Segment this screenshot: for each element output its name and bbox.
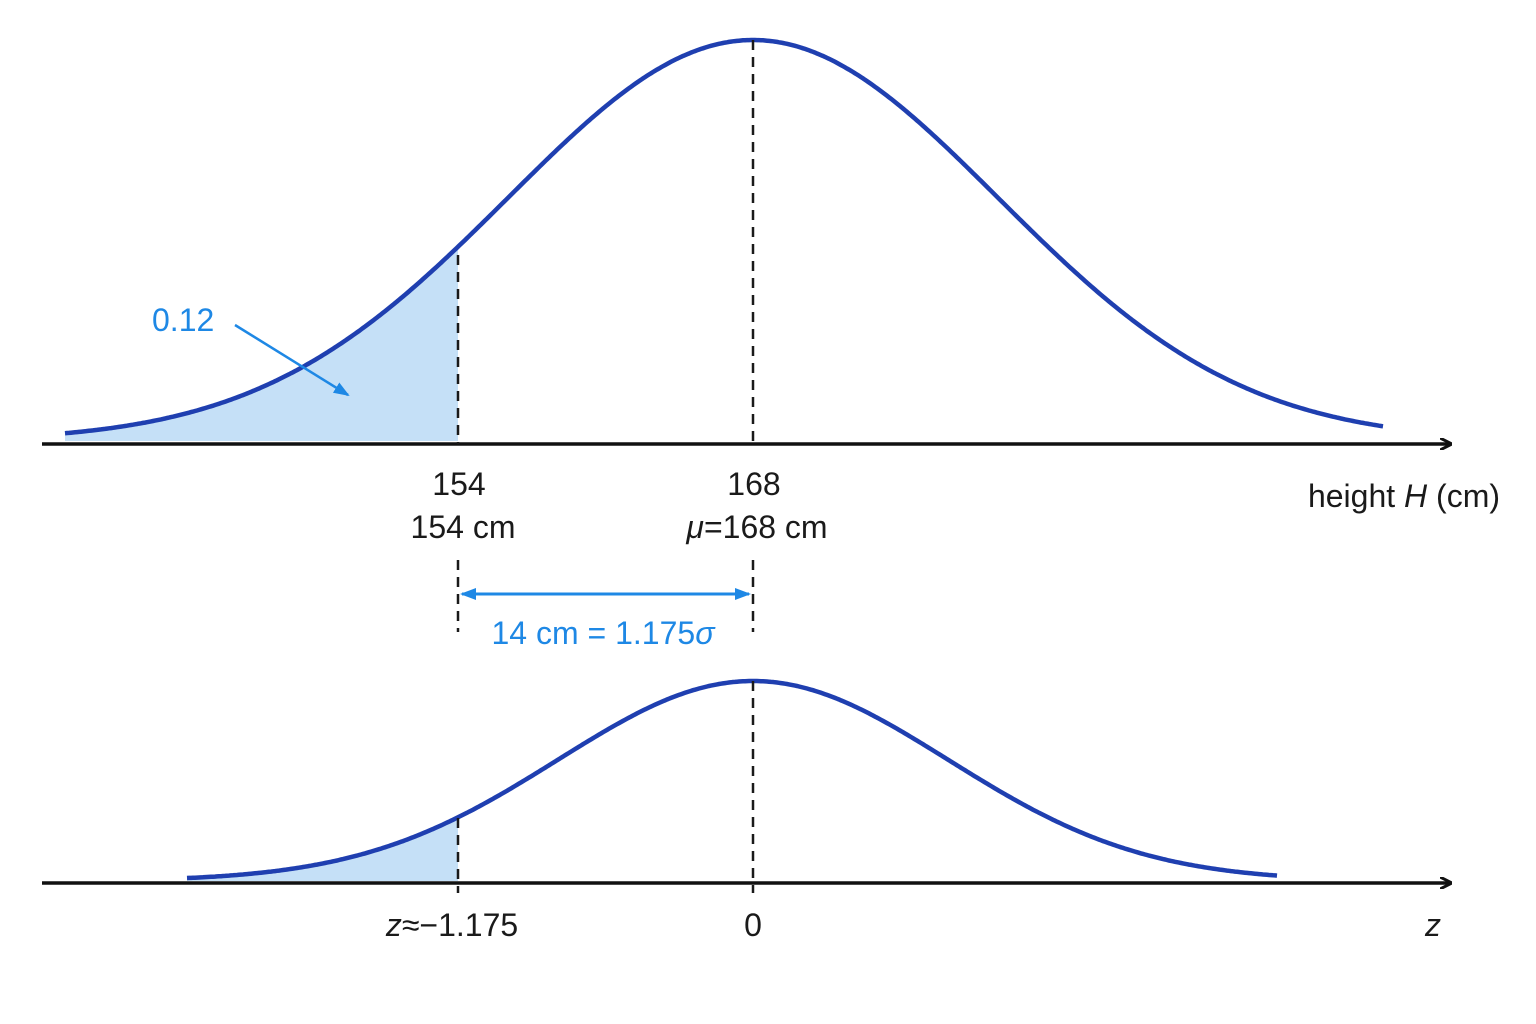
symbol: H bbox=[1404, 478, 1428, 514]
symbol: μ bbox=[685, 509, 704, 545]
symbol: z bbox=[385, 907, 402, 943]
axis-label: height H (cm) bbox=[1308, 478, 1500, 514]
text: (cm) bbox=[1427, 478, 1500, 514]
shapes bbox=[64, 37, 1384, 881]
tick-label: 154 bbox=[432, 466, 485, 502]
text: =168 cm bbox=[704, 509, 828, 545]
tick-label: z≈−1.175 bbox=[385, 907, 518, 943]
tick-note: 154 cm bbox=[411, 509, 516, 545]
distance-label: 14 cm = 1.175σ bbox=[492, 615, 717, 651]
tick-label: 168 bbox=[727, 466, 780, 502]
density-curve bbox=[186, 678, 1278, 881]
shaded-area bbox=[65, 246, 458, 441]
tick-note: μ=168 cm bbox=[685, 509, 827, 545]
axis-label: z bbox=[1424, 907, 1441, 943]
text: 14 cm = 1.175 bbox=[492, 615, 696, 651]
tick-label: 0 bbox=[744, 907, 762, 943]
shaded-area bbox=[187, 817, 458, 881]
pointer-arrow bbox=[234, 323, 350, 397]
symbol: σ bbox=[695, 615, 716, 651]
area-label: 0.12 bbox=[152, 302, 214, 338]
text: height bbox=[1308, 478, 1404, 514]
text: ≈−1.175 bbox=[402, 907, 518, 943]
density-curve bbox=[64, 37, 1384, 436]
